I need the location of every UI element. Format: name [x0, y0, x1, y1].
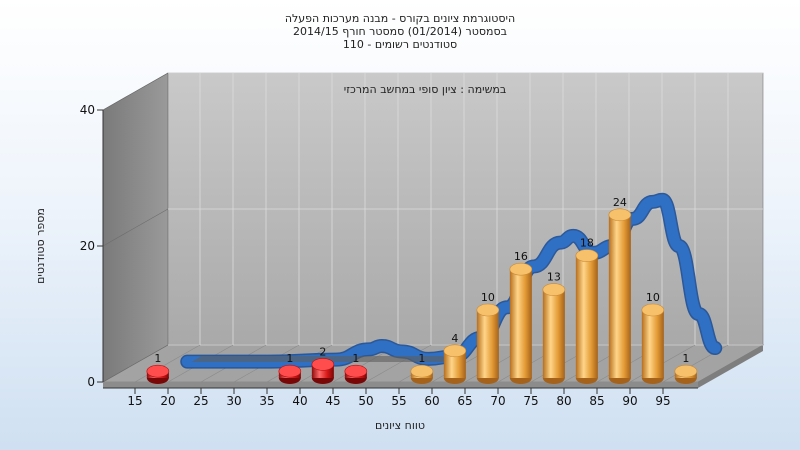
bar: 1	[674, 352, 698, 384]
bar: 2	[311, 345, 335, 384]
bar-value-label: 1	[286, 352, 293, 365]
x-tick-label: 80	[556, 394, 571, 408]
bar: 24	[608, 196, 632, 384]
bar: 1	[410, 352, 434, 384]
bar-value-label: 2	[319, 345, 326, 358]
x-tick-label: 30	[226, 394, 241, 408]
bar-body	[575, 255, 598, 378]
bar-body	[641, 310, 664, 378]
bar-cap	[311, 358, 335, 371]
bar: 16	[509, 250, 533, 384]
bar-value-label: 4	[451, 332, 458, 345]
bar-body	[542, 289, 565, 378]
bar-value-label: 18	[580, 237, 594, 250]
x-tick-label: 45	[325, 394, 340, 408]
bar: 1	[344, 352, 368, 384]
side-grid-line	[102, 72, 169, 111]
bar-cap	[344, 364, 368, 378]
distribution-curve	[181, 194, 721, 368]
side-grid-line	[102, 208, 169, 247]
y-tick-label: 0	[87, 375, 95, 389]
bar-value-label: 1	[154, 352, 161, 365]
bar-value-label: 1	[418, 352, 425, 365]
x-tick-label: 60	[424, 394, 439, 408]
bar: 10	[476, 291, 500, 384]
bar-value-label: 10	[646, 291, 660, 304]
bar-value-label: 1	[682, 352, 689, 365]
x-tick-label: 15	[127, 394, 142, 408]
bar-cap	[476, 303, 500, 317]
x-tick-label: 65	[457, 394, 472, 408]
axes-group: 0 20 40 15 20 25 30 35 40 45 50 55 60 65 70 75 80 85 90 95	[80, 103, 698, 408]
chart-title-line-2: בסמסטר (01/2014) סמסטר חורף 2014/15	[293, 25, 507, 38]
x-tick-label: 35	[259, 394, 274, 408]
bar-cap	[542, 283, 566, 296]
bar: 4	[443, 332, 467, 384]
bar: 18	[575, 237, 599, 384]
bars-group: 1 1 2 1 1 4 10 16 13 18 24 10 1	[146, 196, 698, 384]
x-tick-label: 40	[292, 394, 307, 408]
y-tick-label: 20	[80, 239, 95, 253]
bar-cap	[509, 262, 533, 276]
bar-value-label: 24	[613, 196, 627, 209]
bar-body	[608, 214, 631, 378]
side-grid-line	[102, 344, 169, 383]
x-axis-label: טווח ציונים	[375, 419, 425, 432]
bar-cap	[575, 249, 599, 262]
x-tick-label: 55	[391, 394, 406, 408]
bar: 1	[146, 352, 170, 384]
bar-cap	[443, 344, 467, 358]
bar-cap	[146, 364, 170, 378]
x-tick-label: 85	[589, 394, 604, 408]
y-tick-label: 40	[80, 103, 95, 117]
chart-walls	[101, 72, 765, 388]
bar-value-label: 16	[514, 250, 528, 263]
x-tick-label: 70	[490, 394, 505, 408]
bar-body	[509, 269, 532, 378]
bar: 10	[641, 291, 665, 384]
x-tick-label: 20	[160, 394, 175, 408]
x-tick-label: 95	[655, 394, 670, 408]
x-tick-label: 90	[622, 394, 637, 408]
x-tick-label: 25	[193, 394, 208, 408]
bar-cap	[674, 364, 698, 378]
floor-right-edge	[698, 345, 763, 388]
floor-grid-line	[134, 344, 201, 383]
x-tick-label: 50	[358, 394, 373, 408]
chart-title-line-3: סטודנטים רשומים - 110	[342, 38, 458, 51]
bar: 13	[542, 271, 566, 384]
y-axis-label: מספר סטודנטים	[34, 208, 47, 284]
chart-subtitle: במשימה : ציון סופי במחשב המרכזי	[344, 83, 507, 96]
chart-title-line-1: היסטוגרמת ציונים בקורס - מבנה מערכות הפע…	[284, 12, 516, 25]
x-tick-label: 75	[523, 394, 538, 408]
bar-value-label: 1	[352, 352, 359, 365]
floor-front-edge	[103, 382, 698, 388]
bar-value-label: 10	[481, 291, 495, 304]
bar-cap	[608, 208, 632, 222]
bar-cap	[641, 303, 665, 317]
bar: 1	[278, 352, 302, 384]
bar-body	[476, 310, 499, 378]
bar-body	[443, 350, 466, 378]
bar-cap	[410, 364, 434, 378]
bar-value-label: 13	[547, 271, 561, 284]
bar-cap	[278, 364, 302, 378]
